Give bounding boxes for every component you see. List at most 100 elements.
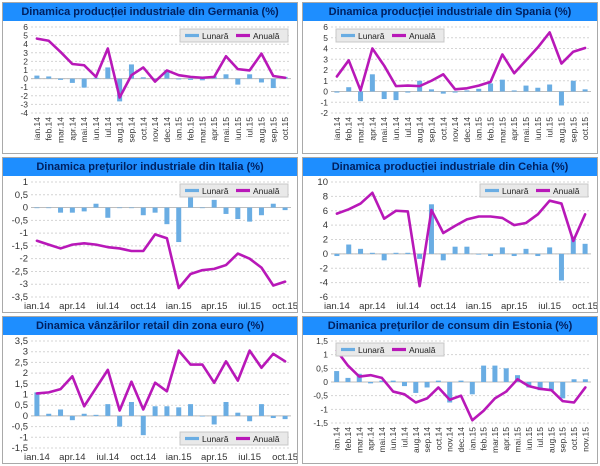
svg-text:0: 0 xyxy=(23,74,28,84)
svg-text:oct.15: oct.15 xyxy=(572,301,597,312)
svg-text:ian.14: ian.14 xyxy=(324,301,350,312)
svg-text:apr.15: apr.15 xyxy=(201,452,227,463)
svg-text:apr.14: apr.14 xyxy=(67,117,77,141)
chart-legend: Lunară Anuală xyxy=(179,431,289,446)
svg-text:nov.15: nov.15 xyxy=(580,427,590,452)
svg-text:apr.15: apr.15 xyxy=(501,427,511,451)
svg-text:-3: -3 xyxy=(20,279,28,290)
svg-text:oct.15: oct.15 xyxy=(280,117,290,140)
svg-text:-1: -1 xyxy=(20,82,28,92)
svg-text:3: 3 xyxy=(23,48,28,58)
x-axis-ticks: ian.14 apr.14 iul.14 oct.14 ian.15 apr.15 iul.… xyxy=(324,301,597,312)
svg-text:-1: -1 xyxy=(320,404,328,414)
svg-text:-0,5: -0,5 xyxy=(12,215,28,226)
svg-text:ian.14: ian.14 xyxy=(332,117,342,140)
svg-text:iun.15: iun.15 xyxy=(233,117,243,140)
svg-text:aug.15: aug.15 xyxy=(256,117,266,143)
svg-text:oct.14: oct.14 xyxy=(138,117,148,140)
svg-text:4: 4 xyxy=(23,39,28,49)
svg-text:oct.14: oct.14 xyxy=(130,301,156,312)
svg-text:aug.15: aug.15 xyxy=(546,427,556,453)
svg-text:oct.14: oct.14 xyxy=(433,427,443,450)
svg-text:4: 4 xyxy=(323,220,328,231)
svg-text:2: 2 xyxy=(23,368,28,379)
svg-text:-1: -1 xyxy=(320,97,328,107)
chart-title-cehia: Dinamica producției industriale din Cehi… xyxy=(303,158,597,176)
monthly-bars-series xyxy=(334,365,588,403)
svg-text:oct.14: oct.14 xyxy=(430,301,456,312)
svg-text:mar.14: mar.14 xyxy=(354,427,364,453)
svg-text:-2: -2 xyxy=(20,91,28,101)
svg-text:2: 2 xyxy=(23,56,28,66)
svg-text:mar.15: mar.15 xyxy=(490,427,500,453)
svg-text:ian.15: ian.15 xyxy=(166,452,192,463)
svg-text:-4: -4 xyxy=(20,108,28,118)
svg-text:iul.14: iul.14 xyxy=(96,301,119,312)
svg-text:sep.14: sep.14 xyxy=(422,427,432,453)
x-axis-ticks: ian.14 apr.14 iul.14 oct.14 ian.15 apr.15 iul.… xyxy=(24,301,297,312)
chart-plot-germania: 6 5 4 3 2 1 0 -1 -2 -3 -4 ian.14 feb.14 mar.14 apr.14 m… xyxy=(3,21,297,153)
annual-line-series xyxy=(335,349,587,422)
svg-text:2: 2 xyxy=(323,65,328,75)
svg-text:0,5: 0,5 xyxy=(316,363,328,373)
chart-plot-cehia: 10 8 6 4 2 0 -2 -4 -6 ian.14 apr.14 iul.14 oct.14 ian… xyxy=(303,176,597,312)
svg-text:0,5: 0,5 xyxy=(15,400,28,411)
svg-text:iun.14: iun.14 xyxy=(388,427,398,450)
x-axis-ticks: ian.14 apr.14 iul.14 oct.14 ian.15 apr.15 iul.… xyxy=(24,452,297,463)
svg-text:iul.15: iul.15 xyxy=(535,427,545,448)
svg-text:iul.14: iul.14 xyxy=(103,117,113,138)
svg-text:0: 0 xyxy=(23,203,28,214)
svg-text:-6: -6 xyxy=(320,292,328,303)
svg-text:dec.14: dec.14 xyxy=(462,117,472,143)
svg-text:sep.14: sep.14 xyxy=(126,117,136,143)
chart-plot-italia: 1 0,5 0 -0,5 -1 -1,5 -2 -2,5 -3 -3,5 ian.14 apr.14 i… xyxy=(3,176,297,312)
svg-text:0: 0 xyxy=(23,411,28,422)
svg-text:-4: -4 xyxy=(320,278,328,289)
svg-text:feb.15: feb.15 xyxy=(479,427,489,451)
svg-text:mai.14: mai.14 xyxy=(79,117,89,143)
svg-text:oct.15: oct.15 xyxy=(272,301,297,312)
annual-line-series xyxy=(35,37,287,99)
svg-text:-1,5: -1,5 xyxy=(12,443,28,454)
chart-title-germania: Dinamica producției industriale din Germ… xyxy=(3,3,297,21)
svg-text:mai.14: mai.14 xyxy=(377,427,387,453)
svg-text:apr.14: apr.14 xyxy=(59,301,85,312)
svg-text:2,5: 2,5 xyxy=(15,357,28,368)
svg-text:apr.15: apr.15 xyxy=(509,117,519,141)
annual-line-series xyxy=(335,31,587,92)
svg-text:Lunară: Lunară xyxy=(202,434,229,444)
y-axis-ticks: 1,5 1 0,5 0 -0,5 -1 -1,5 xyxy=(313,336,328,428)
svg-text:aug.14: aug.14 xyxy=(115,117,125,143)
svg-text:mai.14: mai.14 xyxy=(379,117,389,143)
svg-text:oct.14: oct.14 xyxy=(438,117,448,140)
y-axis-ticks: 10 8 6 4 2 0 -2 -4 -6 xyxy=(317,177,328,303)
svg-text:ian.15: ian.15 xyxy=(467,427,477,450)
svg-text:aug.15: aug.15 xyxy=(556,117,566,143)
svg-text:nov.14: nov.14 xyxy=(150,117,160,142)
svg-text:mai.15: mai.15 xyxy=(513,427,523,453)
svg-text:Lunară: Lunară xyxy=(358,31,385,41)
svg-text:iun.15: iun.15 xyxy=(524,427,534,450)
svg-text:oct.14: oct.14 xyxy=(130,452,156,463)
svg-text:aug.14: aug.14 xyxy=(411,427,421,453)
chart-legend: Lunară Anuală xyxy=(335,342,445,357)
svg-text:2: 2 xyxy=(323,235,328,246)
svg-text:iul.15: iul.15 xyxy=(538,301,561,312)
monthly-bars-series xyxy=(334,204,588,281)
svg-text:-3,5: -3,5 xyxy=(12,292,28,303)
chart-title-italia: Dinamica prețurilor industriale din Ital… xyxy=(3,158,297,176)
y-axis-ticks: 1 0,5 0-0,5 -1 -1,5 -2-2,5 -3 -3,5 xyxy=(12,177,28,303)
svg-text:apr.15: apr.15 xyxy=(501,301,527,312)
svg-text:-2: -2 xyxy=(20,254,28,265)
chart-plot-zona-euro: 3,5 3 2,5 2 1,5 1 0,5 0 -0,5 -1 -1,5 ian.14 apr.14 iu… xyxy=(3,335,297,463)
svg-text:1: 1 xyxy=(23,390,28,401)
svg-text:5: 5 xyxy=(23,31,28,41)
chart-panel-estonia: Dimanica prețurilor de consum din Estoni… xyxy=(302,316,598,464)
svg-text:nov.14: nov.14 xyxy=(450,117,460,142)
svg-text:0: 0 xyxy=(323,249,328,260)
